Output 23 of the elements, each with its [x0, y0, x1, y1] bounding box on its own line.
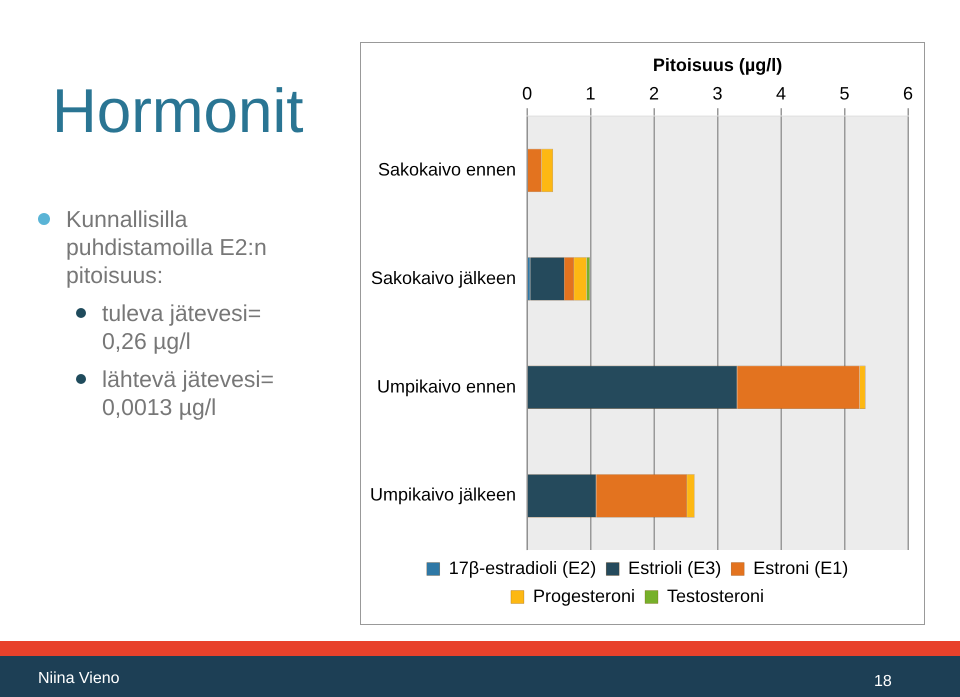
legend-label: Estroni (E1) [753, 558, 848, 578]
x-tick-label: 4 [776, 83, 786, 104]
y-tick-label: Umpikaivo jälkeen [370, 484, 516, 505]
x-axis-title: Pitoisuus (µg/l) [652, 54, 782, 75]
text: lähtevä jätevesi= 0,0013 µg/l [102, 365, 275, 421]
legend-label: Progesteroni [532, 586, 636, 606]
y-tick-label: Sakokaivo jälkeen [370, 268, 516, 288]
x-tick-label: 2 [649, 83, 660, 104]
text: 18 [874, 673, 892, 691]
x-tick-label: 0 [522, 83, 532, 104]
text: tuleva jätevesi= 0,26 µg/l [102, 299, 262, 355]
y-tick-label: Umpikaivo ennen [376, 376, 516, 396]
x-tick-label: 6 [902, 83, 914, 104]
x-tick-label: 3 [712, 83, 723, 104]
text: Niina Vieno [38, 670, 120, 688]
y-tick-label: Sakokaivo ennen [378, 159, 516, 180]
text: Kunnallisilla puhdistamoilla E2:n pitoisuus: [66, 205, 268, 289]
legend-label: 17β-estradioli (E2) [448, 558, 596, 578]
chart-title: Hormonit [52, 76, 304, 147]
legend-label: Testosteroni [667, 586, 764, 606]
legend-label: Estrioli (E3) [628, 558, 722, 578]
x-tick-label: 5 [840, 83, 850, 104]
x-tick-label: 1 [586, 83, 596, 104]
